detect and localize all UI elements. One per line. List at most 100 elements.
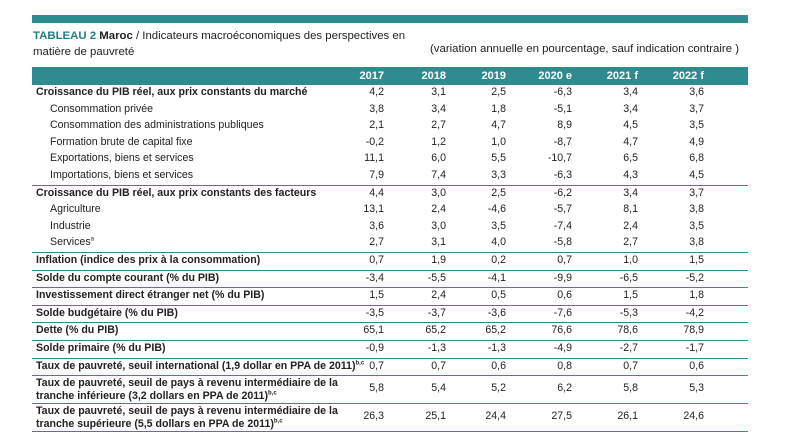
- table-row: Investissement direct étranger net (% du…: [32, 287, 748, 305]
- table-row: Croissance du PIB réel, aux prix constan…: [32, 85, 748, 102]
- row-value: 6,2: [557, 382, 572, 395]
- row-value: -3,6: [487, 306, 506, 319]
- table-header: 2017 2018 2019 2020 e 2021 f 2022 f: [32, 67, 748, 85]
- row-value: -6,3: [553, 86, 572, 98]
- row-value: 3,4: [623, 186, 638, 199]
- row-value: 3,5: [689, 119, 704, 132]
- row-value: 1,5: [623, 289, 638, 302]
- row-value: -6,5: [619, 271, 638, 284]
- row-value: 6,8: [689, 152, 704, 165]
- row-label: Formation brute de capital fixe: [50, 135, 193, 151]
- row-value: 7,9: [369, 168, 384, 181]
- row-label: Inflation (indice des prix à la consomma…: [36, 253, 260, 269]
- row-value: 1,8: [491, 102, 506, 115]
- footnote-marker: b,c: [273, 418, 283, 425]
- row-label: Investissement direct étranger net (% du…: [36, 288, 264, 304]
- row-value: 0,5: [491, 289, 506, 302]
- row-value: -5,5: [427, 271, 446, 284]
- row-value: -7,4: [553, 219, 572, 232]
- row-label: Taux de pauvreté, seuil international (1…: [36, 359, 364, 375]
- row-value: -5,3: [619, 306, 638, 319]
- row-value: 65,1: [363, 324, 384, 337]
- row-value: 5,4: [431, 382, 446, 395]
- row-value: 65,2: [485, 324, 506, 337]
- row-value: 4,7: [491, 119, 506, 132]
- row-value: 26,1: [617, 410, 638, 423]
- row-label: Croissance du PIB réel, aux prix constan…: [36, 85, 307, 101]
- table-title-row: TABLEAU 2 Maroc / Indicateurs macroécono…: [32, 23, 748, 67]
- row-value: 0,7: [431, 359, 446, 372]
- row-value: 78,6: [617, 324, 638, 337]
- row-label-text: Formation brute de capital fixe: [50, 135, 193, 148]
- row-value: -4,1: [487, 271, 506, 284]
- row-label-text: Taux de pauvreté, seuil de pays à revenu…: [36, 405, 338, 418]
- row-value: 3,4: [623, 86, 638, 98]
- row-value: -1,7: [685, 341, 704, 354]
- row-value: -10,7: [547, 152, 572, 165]
- row-value: -4,9: [553, 341, 572, 354]
- row-value: 0,7: [369, 359, 384, 372]
- row-value: 4,7: [623, 135, 638, 148]
- row-value: 1,2: [431, 135, 446, 148]
- footnote-marker: b,c: [355, 359, 365, 366]
- row-value: -6,2: [553, 186, 572, 199]
- row-value: 2,7: [623, 236, 638, 249]
- row-label: Solde du compte courant (% du PIB): [36, 271, 219, 287]
- row-value: 2,4: [431, 203, 446, 216]
- row-label-text: Solde primaire (% du PIB): [36, 341, 166, 354]
- row-label: Consommation privée: [50, 102, 153, 118]
- row-label: Importations, biens et services: [50, 168, 193, 184]
- row-value: 78,9: [683, 324, 704, 337]
- row-value: -5,1: [553, 102, 572, 115]
- row-value: 27,5: [551, 410, 572, 423]
- row-label-text: Agriculture: [50, 203, 101, 216]
- row-value: 76,6: [551, 324, 572, 337]
- row-label-text: Dette (% du PIB): [36, 324, 119, 337]
- row-value: 13,1: [363, 203, 384, 216]
- row-value: 4,9: [689, 135, 704, 148]
- row-value: -0,9: [365, 341, 384, 354]
- row-label: Solde primaire (% du PIB): [36, 341, 166, 357]
- row-label-text: Investissement direct étranger net (% du…: [36, 289, 265, 302]
- row-label-text: Industrie: [50, 219, 91, 232]
- row-value: 2,5: [491, 86, 506, 98]
- row-value: 1,8: [689, 289, 704, 302]
- row-value: 5,8: [623, 382, 638, 395]
- row-label-text: Consommation des administrations publiqu…: [50, 119, 264, 132]
- row-value: 3,1: [431, 236, 446, 249]
- table-country: Maroc: [99, 30, 133, 42]
- table-row: Taux de pauvreté, seuil de pays à revenu…: [32, 403, 748, 431]
- row-value: -1,3: [427, 341, 446, 354]
- row-value: 0,6: [689, 359, 704, 372]
- row-value: -9,9: [553, 271, 572, 284]
- table-row: Consommation des administrations publiqu…: [32, 118, 748, 135]
- row-value: -0,2: [365, 135, 384, 148]
- row-label-text: Solde du compte courant (% du PIB): [36, 271, 220, 284]
- row-value: 11,1: [364, 152, 384, 165]
- row-value: 4,4: [369, 186, 384, 199]
- macro-table: TABLEAU 2 Maroc / Indicateurs macroécono…: [32, 15, 748, 432]
- row-value: 3,7: [689, 186, 704, 199]
- row-value: 8,9: [557, 119, 572, 132]
- row-label: Industrie: [50, 219, 91, 235]
- row-value: 2,7: [369, 236, 384, 249]
- row-value: 3,0: [431, 186, 446, 199]
- year-header: 2017: [359, 70, 384, 82]
- row-label-text: Croissance du PIB réel, aux prix constan…: [36, 186, 317, 199]
- row-value: 0,2: [491, 253, 506, 266]
- row-value: 26,3: [363, 410, 384, 423]
- row-value: 2,5: [491, 186, 506, 199]
- row-value: -3,4: [365, 271, 384, 284]
- row-value: -5,7: [553, 203, 572, 216]
- row-value: 5,5: [491, 152, 506, 165]
- row-value: 3,5: [491, 219, 506, 232]
- row-value: 8,1: [623, 203, 638, 216]
- table-top-bar: [32, 15, 748, 23]
- row-value: 24,6: [683, 410, 704, 423]
- row-value: 4,3: [623, 168, 638, 181]
- row-label-text-line2: tranche supérieure (5,5 dollars en PPA d…: [36, 417, 274, 430]
- row-value: -1,3: [487, 341, 506, 354]
- table-row: Solde budgétaire (% du PIB) -3,5 -3,7 -3,6 -…: [32, 304, 748, 323]
- row-value: 4,0: [491, 236, 506, 249]
- row-label: Servicesa: [50, 235, 94, 251]
